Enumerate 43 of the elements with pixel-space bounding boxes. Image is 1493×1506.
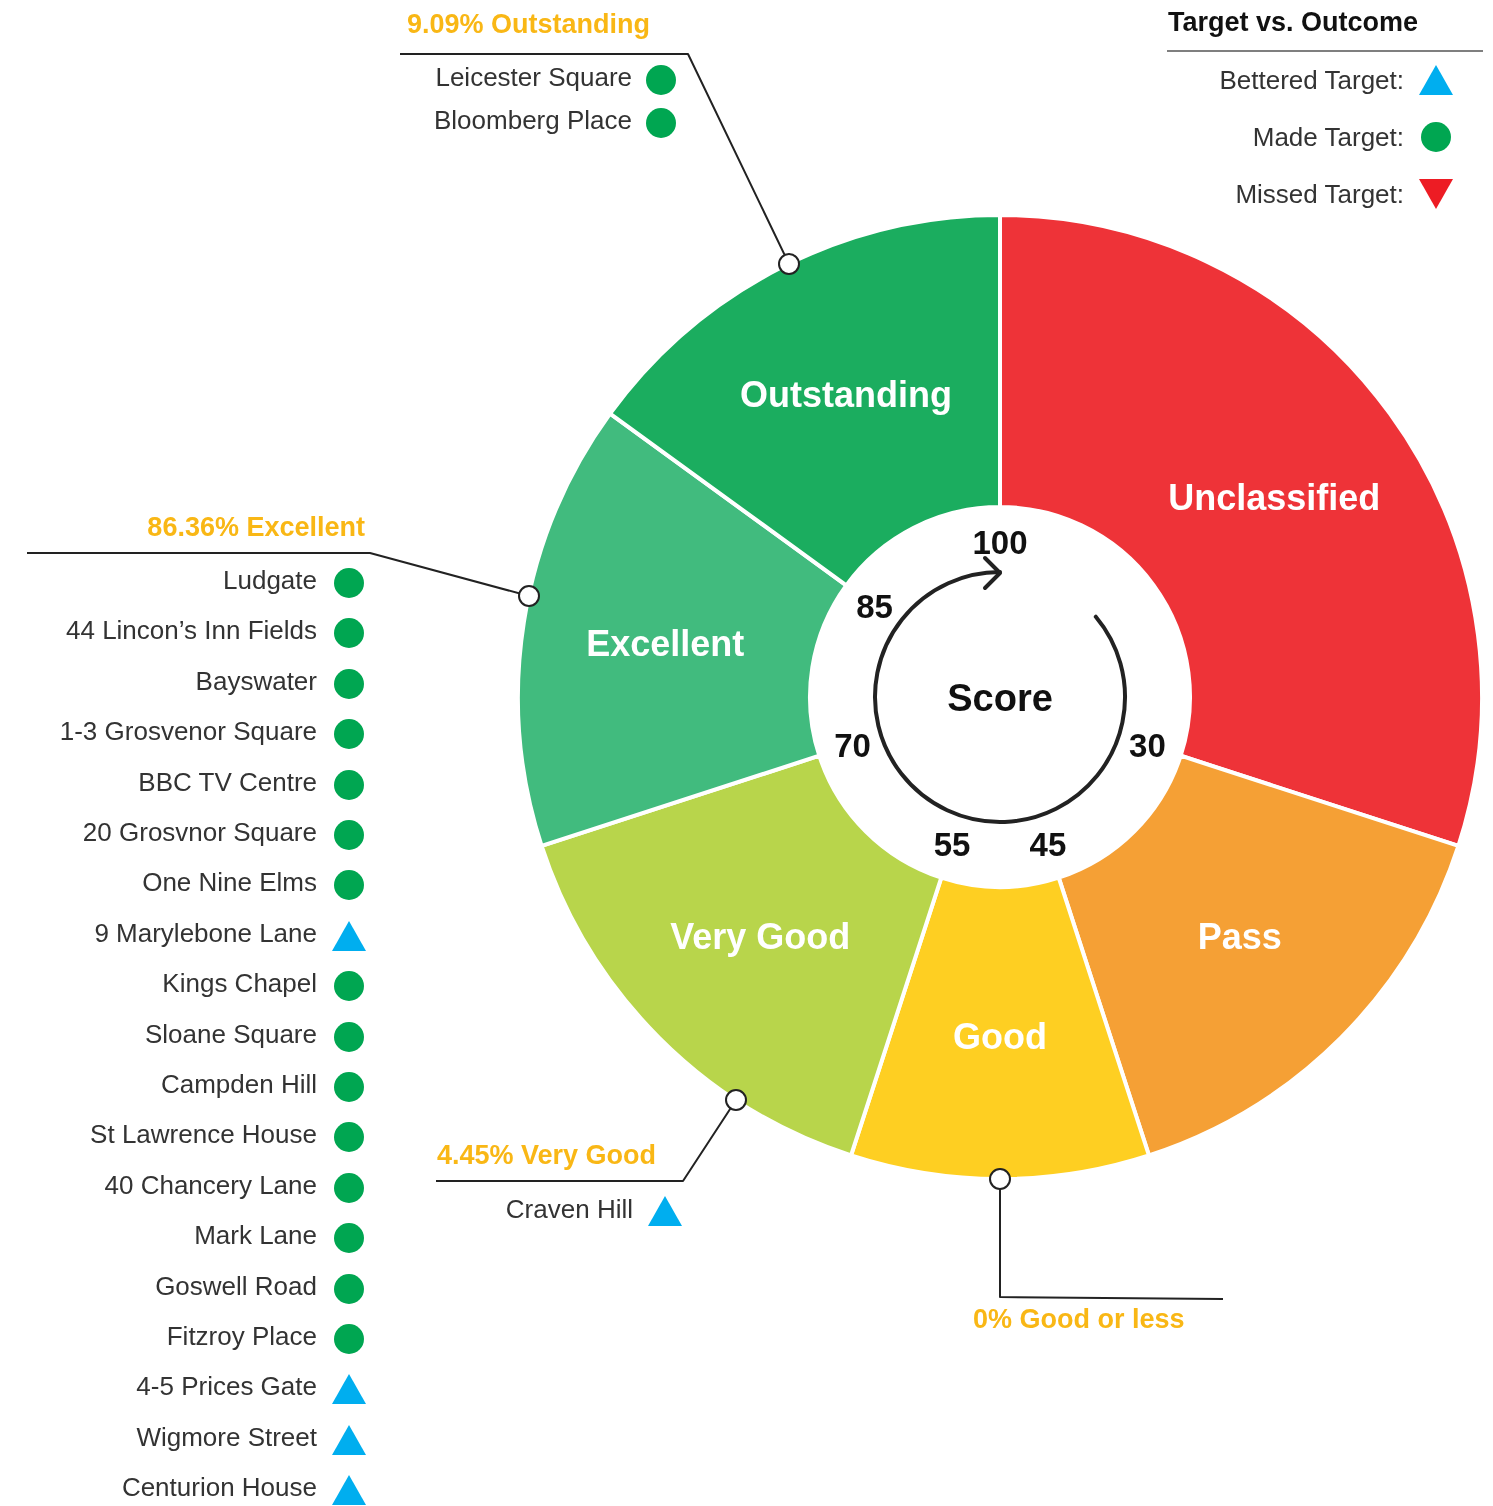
text: 0% Good or less	[973, 1303, 1185, 1334]
text: 4.45% Very Good	[437, 1139, 657, 1170]
text: Made Target:	[1252, 122, 1404, 152]
text: Campden Hill	[160, 1069, 317, 1099]
text: Sloane Square	[144, 1018, 317, 1049]
text: 4-5 Prices Gate	[136, 1371, 317, 1402]
text: 9 Marylebone Lane	[94, 917, 317, 948]
text: Craven Hill	[505, 1194, 633, 1224]
text: Missed Target:	[1235, 179, 1404, 209]
slice-label: Unclassified	[1168, 477, 1381, 519]
text: One Nine Elms	[142, 867, 317, 898]
text: Bayswater	[195, 665, 317, 696]
text: 44 Lincon’s Inn Fields	[65, 615, 317, 646]
slice-label: Good	[953, 1015, 1047, 1057]
text: St Lawrence House	[90, 1119, 317, 1150]
text: Ludgate	[223, 565, 317, 595]
text: Target vs. Outcome	[1168, 6, 1419, 37]
slice-label: Outstanding	[740, 374, 953, 416]
text: 100	[972, 523, 1028, 561]
text: Bloomberg Place	[434, 105, 632, 135]
text: 70	[834, 726, 871, 764]
text: Centurion House	[121, 1472, 317, 1503]
text: 85	[856, 587, 893, 625]
text: 9.09% Outstanding	[407, 8, 651, 39]
text: 40 Chancery Lane	[104, 1169, 317, 1200]
text: Kings Chapel	[162, 968, 317, 999]
text: Fitzroy Place	[166, 1321, 317, 1351]
text: 55	[933, 825, 971, 863]
text: Wigmore Street	[136, 1421, 317, 1452]
text: 20 Grosvnor Square	[82, 817, 317, 847]
text: Goswell Road	[155, 1270, 317, 1301]
text: 45	[1029, 825, 1067, 863]
slice-label: Excellent	[586, 623, 745, 665]
text: 30	[1129, 726, 1166, 764]
text: Leicester Square	[435, 62, 632, 92]
text: Bettered Target:	[1219, 65, 1404, 95]
text: 86.36% Excellent	[147, 511, 365, 542]
slice-label: Very Good	[670, 916, 851, 958]
slice-label: Pass	[1197, 916, 1282, 958]
text: Score	[947, 677, 1053, 719]
text: 1-3 Grosvenor Square	[59, 716, 317, 747]
text: BBC TV Centre	[138, 766, 317, 797]
text: Mark Lane	[194, 1220, 317, 1251]
